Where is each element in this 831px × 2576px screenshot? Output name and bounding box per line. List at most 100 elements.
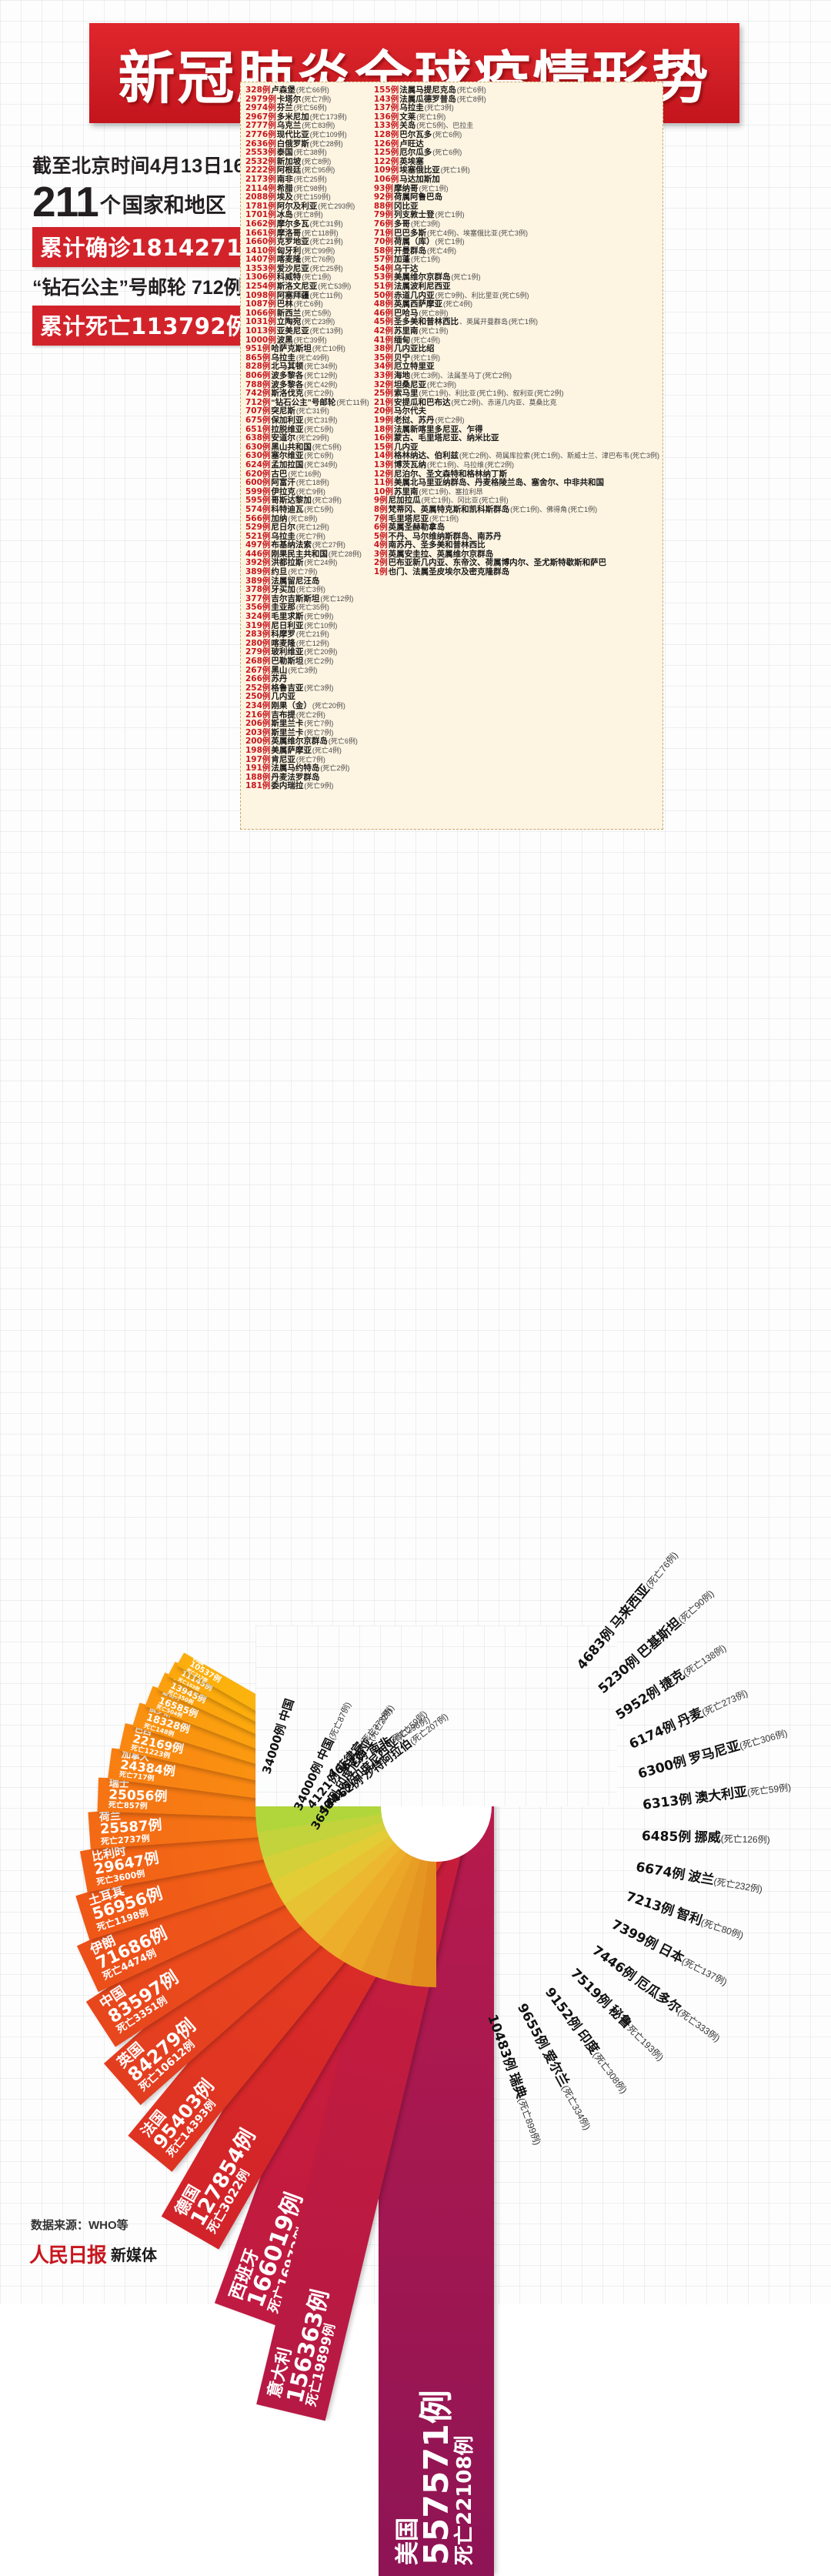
- row-cases: 2776例: [245, 129, 276, 139]
- row-deaths: (死亡25例): [293, 175, 327, 183]
- country-list-row: 328例 卢森堡 (死亡66例): [245, 86, 371, 95]
- row-country: 新西兰: [276, 308, 302, 318]
- callout-country: 智利: [674, 1906, 704, 1928]
- country-list-row: 828例 北马其顿 (死亡34例): [245, 363, 371, 371]
- country-list-row: 1031例 立陶宛 (死亡23例): [245, 318, 371, 326]
- row-deaths: (死亡109例): [309, 130, 347, 139]
- row-deaths: (死亡1例): [435, 238, 465, 246]
- country-list-row: 122例 英埃塞: [374, 158, 659, 166]
- country-list-row: 38例 几内亚比绍: [374, 345, 659, 353]
- row-country: 尼日利亚: [271, 620, 304, 630]
- row-deaths: (死亡31例): [295, 407, 329, 416]
- row-deaths: (死亡66例): [295, 86, 329, 94]
- row-cases: 11例: [373, 478, 393, 488]
- country-list-row: 9例 尼加拉瓜 (死亡1例)、冈比亚 (死亡1例): [374, 496, 659, 505]
- row-cases: 14例: [373, 451, 393, 461]
- row-deaths: (死亡8例): [456, 95, 486, 103]
- country-list-row: 57例 加蓬 (死亡1例): [374, 256, 659, 264]
- row-cases: 25例: [373, 389, 393, 399]
- row-deaths: (死亡12例): [304, 372, 338, 379]
- country-list-row: 12例 尼泊尔、圣文森特和格林纳丁斯: [374, 470, 659, 479]
- row-cases: 1701例: [245, 210, 276, 220]
- country-list-row: 2173例 南非 (死亡25例): [245, 175, 371, 184]
- ribbon-deaths: 死亡22108例: [452, 2435, 476, 2565]
- row-cases: 88例: [373, 201, 393, 211]
- country-list-row: 10例 苏里南 (死亡1例)、塞拉利昂: [374, 488, 659, 496]
- row-deaths: (死亡28例): [328, 550, 362, 558]
- callout-cases: 7213例: [623, 1889, 676, 1919]
- row-deaths-extra: (死亡3例): [498, 229, 528, 237]
- country-list-row: 252例 格鲁吉亚 (死亡3例): [245, 684, 371, 693]
- country-list-row: 707例 突尼斯 (死亡31例): [245, 407, 371, 416]
- row-country: 安道尔: [271, 433, 295, 443]
- row-cases: 1例: [373, 567, 388, 577]
- row-deaths: (死亡34例): [304, 460, 338, 469]
- callout-country: 巴基斯坦: [635, 1615, 684, 1661]
- row-country: 毛里求斯: [271, 612, 304, 622]
- country-list-row: 197例 肯尼亚 (死亡7例): [245, 756, 371, 764]
- row-deaths: (死亡9例): [304, 613, 334, 621]
- row-country: 洪都拉斯: [271, 558, 304, 568]
- row-deaths: (死亡8例): [288, 514, 318, 523]
- row-cases: 191例: [245, 763, 271, 773]
- row-cases: 70例: [373, 237, 393, 247]
- row-deaths: (死亡3例): [410, 219, 440, 228]
- row-country: 巴林: [276, 299, 293, 309]
- callout-deaths: (死亡232例): [713, 1876, 764, 1896]
- row-country: 巴布亚新几内亚、东帝汶、荷属博内尔、圣尤斯特歇斯和萨巴: [388, 558, 607, 568]
- row-country: 开曼群岛: [393, 246, 426, 256]
- country-list-row: 2例 巴布亚新几内亚、东帝汶、荷属博内尔、圣尤斯特歇斯和萨巴: [374, 559, 659, 567]
- ribbon-country: 美国: [393, 2518, 422, 2565]
- row-cases: 1031例: [245, 317, 276, 327]
- row-cases: 283例: [245, 630, 271, 640]
- country-list-row: 742例 斯洛伐克 (死亡2例): [245, 389, 371, 398]
- row-country: 委内瑞拉: [271, 781, 304, 791]
- row-cases: 1066例: [245, 308, 276, 318]
- row-deaths: (死亡12例): [295, 639, 329, 647]
- row-cases: 8例: [373, 504, 388, 514]
- row-deaths: (死亡11例): [336, 398, 369, 406]
- row-deaths: (死亡3例): [312, 496, 342, 505]
- row-deaths: (死亡3例): [304, 683, 334, 692]
- country-list-row: 8例 梵蒂冈、英属特克斯和凯科斯群岛 (死亡1例)、佛得角 (死亡1例): [374, 506, 659, 514]
- row-cases: 806例: [245, 371, 271, 380]
- row-deaths: (死亡3例): [288, 666, 318, 674]
- row-deaths: (死亡13例): [309, 327, 343, 336]
- country-list-row: 2776例 现代比亚 (死亡109例): [245, 131, 371, 139]
- logo-mark-text: 人民日报: [29, 2244, 107, 2267]
- row-country: 几内亚: [393, 442, 419, 452]
- callout-country: 马来西亚: [607, 1582, 652, 1632]
- row-cases: 2979例: [245, 94, 276, 104]
- country-list-row: 250例 几内亚: [245, 693, 371, 701]
- row-cases: 2777例: [245, 121, 276, 131]
- row-deaths: (死亡1例): [419, 184, 449, 192]
- row-country: 北马其顿: [271, 362, 304, 372]
- country-list-row: 216例 吉布提 (死亡2例): [245, 711, 371, 720]
- country-list-row: 1661例 摩洛哥 (死亡118例): [245, 229, 371, 238]
- data-source-note: 数据来源：WHO等: [31, 2219, 128, 2232]
- row-cases: 2222例: [245, 165, 276, 175]
- row-deaths-extra: (死亡2例): [482, 372, 512, 379]
- row-country: “钻石公主”号邮轮: [271, 397, 336, 407]
- row-cases: 651例: [245, 424, 271, 434]
- row-cases: 1254例: [245, 282, 276, 292]
- country-list-row: 1013例 亚美尼亚 (死亡13例): [245, 327, 371, 336]
- country-list-row: 6例 英属圣赫勒拿岛: [374, 523, 659, 532]
- row-cases: 12例: [373, 469, 393, 479]
- callout-deaths: (死亡90例): [676, 1588, 716, 1625]
- row-deaths: (死亡4例): [410, 336, 440, 344]
- row-cases: 2173例: [245, 174, 276, 184]
- row-cases: 20例: [373, 406, 393, 416]
- country-list-row: 50例 赤道几内亚 (死亡9例)、利比里亚 (死亡5例): [374, 292, 659, 300]
- row-cases: 106例: [373, 174, 399, 184]
- row-deaths: (死亡24例): [304, 559, 338, 567]
- country-list-row: 18例 法属新喀里多尼亚、乍得: [374, 426, 659, 434]
- row-country: 肯尼亚: [271, 754, 295, 764]
- row-country: 古巴: [271, 469, 288, 479]
- country-list-row: 268例 巴勒斯坦 (死亡2例): [245, 657, 371, 666]
- country-list-row: 2974例 芬兰 (死亡56例): [245, 104, 371, 112]
- row-deaths: (死亡4例): [312, 746, 342, 754]
- row-cases: 128例: [373, 129, 399, 139]
- country-list-column-2: 155例 法属马提尼克岛 (死亡6例) 143例 法属瓜德罗普岛 (死亡8例) 137例 乌拉…: [374, 86, 659, 826]
- country-list-row: 198例 美属萨摩亚 (死亡4例): [245, 747, 371, 755]
